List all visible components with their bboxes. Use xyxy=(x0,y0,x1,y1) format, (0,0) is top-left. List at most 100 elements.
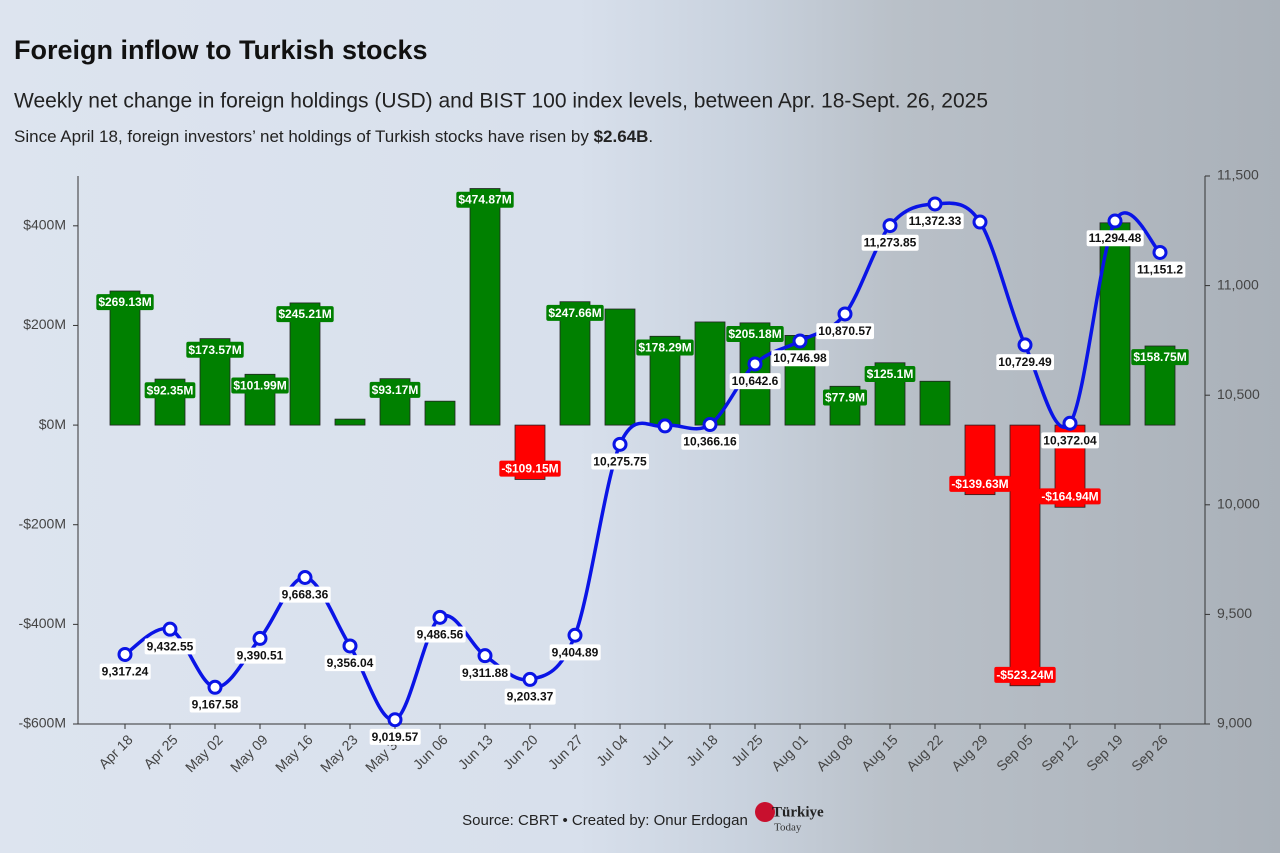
value-label: $77.9M xyxy=(825,390,865,404)
x-tick-label: Jul 04 xyxy=(593,731,631,769)
value-label: 11,294.48 xyxy=(1089,231,1142,245)
note-highlight: $2.64B xyxy=(594,127,649,146)
value-label-group: $77.9M xyxy=(822,389,868,406)
value-label: -$109.15M xyxy=(501,462,558,476)
value-label: 9,019.57 xyxy=(372,730,419,744)
x-tick-label: Jul 11 xyxy=(639,731,676,768)
x-tick-label: Sep 19 xyxy=(1083,731,1126,774)
value-label-group: $178.29M xyxy=(636,339,694,356)
value-label-bg xyxy=(96,294,154,311)
value-label-group: $101.99M xyxy=(231,377,289,394)
value-label-group: 10,372.04 xyxy=(1041,432,1100,449)
value-label: 11,372.33 xyxy=(909,214,962,228)
value-label: $245.21M xyxy=(278,307,331,321)
value-label-group: -$139.63M xyxy=(949,475,1011,492)
index-point xyxy=(1017,337,1033,353)
x-tick-label: May 16 xyxy=(272,731,316,775)
value-label-group: 9,311.88 xyxy=(459,664,511,681)
index-point xyxy=(882,218,898,234)
index-point xyxy=(927,196,943,212)
value-label: 9,404.89 xyxy=(552,645,599,659)
bar xyxy=(289,302,321,426)
value-label: 9,432.55 xyxy=(147,639,194,653)
value-label: $269.13M xyxy=(98,295,151,309)
x-tick-label: Sep 12 xyxy=(1038,731,1081,774)
bar xyxy=(919,380,951,426)
value-label-bg xyxy=(996,354,1055,371)
value-label-bg xyxy=(906,213,964,230)
value-label-bg xyxy=(636,339,694,356)
value-label-group: $269.13M xyxy=(96,294,154,311)
value-label-bg xyxy=(546,304,604,321)
x-tick-label: Jul 18 xyxy=(683,731,721,769)
value-label-bg xyxy=(231,377,289,394)
y2-tick-label: 9,000 xyxy=(1217,715,1252,731)
x-tick-label: Aug 08 xyxy=(813,731,856,774)
value-label-bg xyxy=(591,453,650,470)
value-label: 11,273.85 xyxy=(864,236,917,250)
y2-tick-label: 11,000 xyxy=(1217,276,1259,292)
value-label-group: 10,870.57 xyxy=(816,323,875,340)
value-label-bg xyxy=(276,306,334,323)
x-tick-label: Sep 26 xyxy=(1128,731,1171,774)
value-label-group: 10,275.75 xyxy=(591,453,650,470)
value-label-group: 10,729.49 xyxy=(996,354,1055,371)
note-text: Since April 18, foreign investors’ net h… xyxy=(14,127,594,146)
value-label: 10,746.98 xyxy=(773,351,827,365)
value-label-group: -$523.24M xyxy=(994,666,1056,683)
index-point xyxy=(1152,244,1168,260)
y-tick-label: -$400M xyxy=(19,615,66,631)
value-label: 9,390.51 xyxy=(237,649,284,663)
value-label: 10,372.04 xyxy=(1043,433,1097,447)
value-label-group: 9,404.89 xyxy=(549,644,601,661)
value-label-bg xyxy=(456,191,514,208)
bar xyxy=(109,290,141,426)
x-tick-label: Apr 18 xyxy=(95,731,136,772)
value-label-bg xyxy=(822,389,868,406)
value-label-bg xyxy=(414,626,466,643)
x-tick-label: May 09 xyxy=(227,731,271,775)
bar xyxy=(334,418,366,426)
value-label-bg xyxy=(994,666,1056,683)
value-label: 10,870.57 xyxy=(818,324,872,338)
value-label: -$523.24M xyxy=(996,668,1053,682)
x-tick-label: Jul 25 xyxy=(728,731,766,769)
index-point xyxy=(342,638,358,654)
value-label-group: $158.75M xyxy=(1131,349,1189,366)
value-label: 9,317.24 xyxy=(102,665,149,679)
value-label: $92.35M xyxy=(147,383,194,397)
value-label-bg xyxy=(144,638,196,655)
value-label-group: 9,356.04 xyxy=(324,655,376,672)
value-label-group: 10,746.98 xyxy=(771,350,830,367)
x-tick-label: Aug 22 xyxy=(903,731,946,774)
value-label-group: $247.66M xyxy=(546,304,604,321)
value-label-bg xyxy=(726,326,784,343)
index-point xyxy=(972,214,988,230)
value-label-group: 9,668.36 xyxy=(279,586,331,603)
bar xyxy=(604,308,636,426)
value-label-bg xyxy=(186,341,244,358)
value-label: $101.99M xyxy=(233,378,286,392)
y2-tick-label: 9,500 xyxy=(1217,605,1252,621)
value-label: $173.57M xyxy=(188,343,241,357)
value-label-group: 11,372.33 xyxy=(906,213,964,230)
value-label: 10,275.75 xyxy=(593,455,647,469)
index-point xyxy=(612,436,628,452)
y2-tick-label: 11,500 xyxy=(1217,167,1259,183)
x-tick-label: Aug 01 xyxy=(768,731,811,774)
value-label: $205.18M xyxy=(728,327,781,341)
y-tick-label: $400M xyxy=(23,217,66,233)
bar xyxy=(559,301,591,426)
value-label-group: $125.1M xyxy=(864,365,916,382)
value-label-bg xyxy=(1041,432,1100,449)
y2-tick-label: 10,000 xyxy=(1217,496,1260,512)
value-label-group: 9,486.56 xyxy=(414,626,466,643)
index-point xyxy=(837,306,853,322)
value-label-bg xyxy=(99,663,151,680)
index-point xyxy=(432,609,448,625)
index-point xyxy=(702,417,718,433)
value-label: 9,203.37 xyxy=(507,690,554,704)
value-label-group: -$164.94M xyxy=(1039,488,1101,505)
